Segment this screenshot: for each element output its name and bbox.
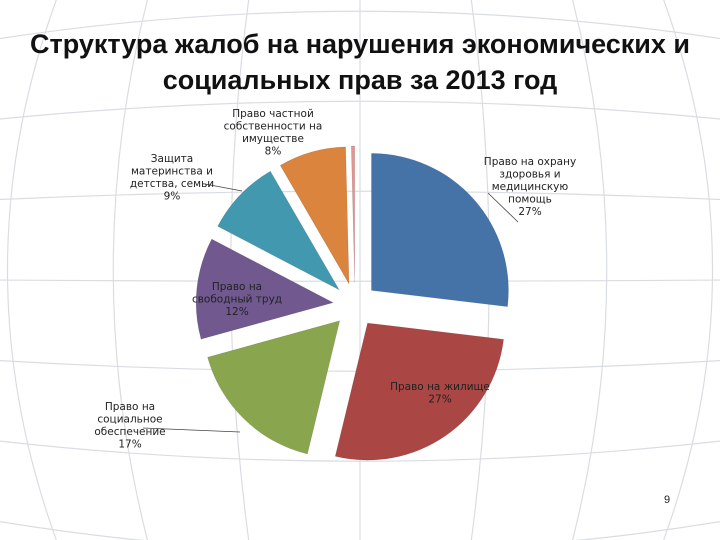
data-label-text: Право частной [232, 108, 314, 120]
title-line-1: Структура жалоб на нарушения экономическ… [29, 29, 691, 59]
pie-slice-4 [217, 170, 340, 291]
data-label-text: помощь [508, 194, 552, 206]
data-label-text: Право на [212, 281, 262, 293]
pie-slice-3 [195, 238, 334, 340]
grid-parallel-2 [0, 190, 720, 201]
data-label-text: детства, семьи [130, 178, 214, 190]
slide-title: Структура жалоб на нарушения экономическ… [0, 26, 720, 98]
pie-slice-2 [207, 320, 341, 455]
page-number: 9 [664, 494, 671, 506]
grid-parallel-3 [0, 279, 720, 282]
grid-meridian-1 [112, 0, 149, 540]
grid-meridian-5 [571, 0, 608, 540]
leader-line-2 [142, 427, 241, 433]
pie-slice-5 [279, 146, 350, 284]
grid-meridian-0 [6, 0, 58, 540]
data-label-value: 12% [225, 306, 248, 318]
data-label-value: 8% [265, 146, 282, 158]
data-label-text: свободный труд [192, 294, 282, 306]
data-label-text: Защита [151, 153, 193, 165]
data-label-text: здоровья и [499, 169, 560, 181]
grid-parallel-0 [0, 10, 720, 40]
data-label-value: 17% [118, 439, 141, 451]
data-label-text: Право на жилище [390, 381, 490, 393]
grid-parallel-5 [0, 440, 720, 462]
data-label-value: 9% [164, 191, 181, 203]
data-label-text: Право на [105, 401, 155, 413]
data-label-text: имуществе [242, 133, 304, 145]
data-label-text: собственности на [224, 121, 323, 133]
data-label-value: 27% [428, 394, 451, 406]
data-label-value: 27% [518, 206, 541, 218]
grid-parallel-1 [0, 100, 720, 120]
grid-parallel-6 [0, 521, 720, 540]
leader-line-4 [204, 183, 243, 192]
data-label-text: материнства и [131, 166, 213, 178]
pie-slice-6 [350, 145, 356, 284]
title-line-2: социальных прав за 2013 год [162, 65, 558, 95]
pie-slice-0 [371, 153, 509, 307]
leader-line-0 [487, 192, 519, 223]
data-label-text: обеспечение [94, 426, 165, 438]
grid-meridian-6 [662, 0, 714, 540]
data-label-text: медицинскую [492, 181, 569, 193]
pie-slice-1 [334, 322, 504, 461]
data-label-text: социальное [97, 414, 162, 426]
data-label-text: Право на охрану [484, 156, 576, 168]
